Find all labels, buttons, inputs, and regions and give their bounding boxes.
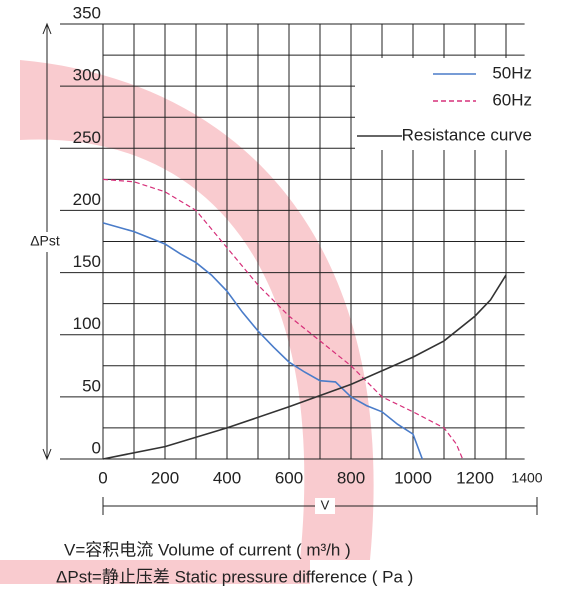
x-axis-label: V	[321, 497, 330, 512]
y-tick-label: 200	[73, 190, 101, 209]
x-tick-label: 1000	[394, 468, 432, 487]
y-tick-label: 300	[73, 66, 101, 85]
note: ΔPst=静止压差 Static pressure difference ( P…	[56, 567, 413, 586]
x-tick-label: 0	[98, 468, 107, 487]
y-tick-label: 100	[73, 314, 101, 333]
y-tick-label: 250	[73, 128, 101, 147]
y-tick-label: 0	[92, 438, 101, 457]
legend-label: 60Hz	[492, 90, 532, 109]
y-tick-label: 350	[73, 3, 101, 22]
x-tick-label: 1400	[511, 470, 542, 486]
arrow-head	[42, 448, 52, 461]
legend-label: Resistance curve	[402, 125, 532, 144]
y-tick-label: 50	[82, 376, 101, 395]
series-line	[102, 222, 424, 460]
x-tick-label: 600	[275, 468, 303, 487]
y-tick-label: 150	[73, 252, 101, 271]
x-tick-label: 400	[213, 468, 241, 487]
watermark-band	[0, 560, 310, 584]
legend-label: 50Hz	[492, 63, 532, 82]
arrow-head	[42, 22, 52, 35]
x-tick-label: 1200	[456, 468, 494, 487]
label-bg	[315, 498, 335, 514]
note: V=容积电流 Volume of current ( m³/h )	[64, 540, 351, 559]
x-tick-label: 800	[337, 468, 365, 487]
label-bg	[22, 232, 68, 252]
series-line	[102, 274, 507, 460]
series-line	[102, 178, 464, 460]
watermark	[20, 60, 374, 560]
x-tick-label: 200	[151, 468, 179, 487]
y-axis-label: ΔPst	[30, 233, 60, 249]
